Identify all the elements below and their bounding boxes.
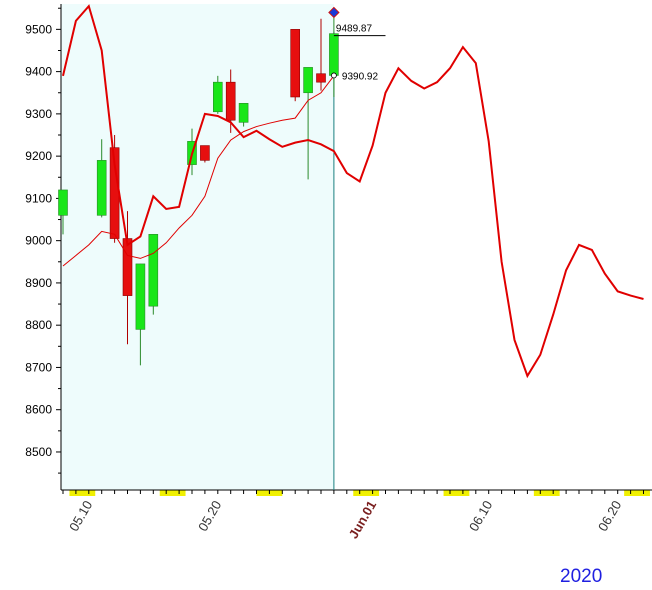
y-tick-label: 8800 <box>25 318 52 332</box>
candle-body <box>148 234 159 307</box>
annotation-high: 9489.87 <box>336 24 373 35</box>
y-tick-label: 9300 <box>25 107 52 121</box>
x-tick-label: 06.10 <box>466 498 495 534</box>
candle-body <box>238 103 249 123</box>
candle-body <box>316 73 326 83</box>
x-tick-label: Jun.01 <box>346 498 380 541</box>
date-marker <box>443 490 470 496</box>
forecast-line <box>62 4 644 379</box>
candle-body <box>303 67 313 94</box>
date-marker <box>624 490 650 496</box>
y-tick-label: 8500 <box>25 445 52 459</box>
year-label: 2020 <box>560 566 603 587</box>
candle-body <box>58 189 68 216</box>
y-tick-label: 8600 <box>25 403 52 417</box>
y-tick-label: 8700 <box>25 360 52 374</box>
candle-body <box>329 33 339 76</box>
moving-average-line <box>62 75 335 267</box>
candle-body <box>225 81 236 121</box>
candles <box>58 14 339 366</box>
y-ticks: 8500 8600 8700 8800 8900 9000 9100 9200 9300 9400… <box>25 7 61 474</box>
y-tick-label: 9200 <box>25 149 52 163</box>
candle-body <box>122 238 133 296</box>
candle-body <box>135 263 146 330</box>
candle-body <box>200 145 210 161</box>
candle-body <box>96 160 107 216</box>
annotations: 9489.87 9390.92 <box>328 6 386 82</box>
x-tick-label: 05.10 <box>66 498 95 534</box>
open-point-marker <box>330 72 337 79</box>
x-ticks: 05.10 05.20 Jun.01 06.10 06.20 <box>62 490 644 541</box>
date-marker <box>533 490 560 496</box>
y-tick-label: 9500 <box>25 22 52 36</box>
date-marker <box>159 490 186 496</box>
y-tick-label: 9100 <box>25 191 52 205</box>
diamond-marker <box>328 6 340 19</box>
y-tick-label: 9400 <box>25 65 52 79</box>
y-tick-label: 8900 <box>25 276 52 290</box>
date-marker <box>69 490 96 496</box>
candle-body <box>290 29 301 98</box>
date-marker <box>353 490 380 496</box>
candle-body <box>213 81 223 113</box>
x-tick-label: 06.20 <box>595 498 624 534</box>
x-tick-label: 05.20 <box>195 498 224 534</box>
annotation-open: 9390.92 <box>342 71 379 82</box>
y-tick-label: 9000 <box>25 234 52 248</box>
